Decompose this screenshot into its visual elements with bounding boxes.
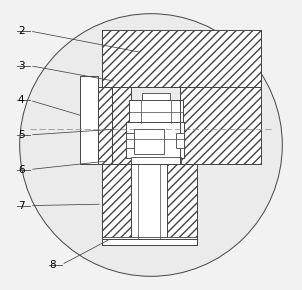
Bar: [98, 87, 114, 164]
Bar: [180, 87, 261, 164]
Bar: [127, 133, 134, 148]
Bar: [134, 129, 164, 154]
Bar: [131, 164, 167, 239]
Bar: [102, 237, 197, 244]
Bar: [80, 76, 98, 164]
Bar: [142, 93, 170, 100]
Text: 6: 6: [18, 164, 24, 175]
Text: 3: 3: [18, 61, 24, 71]
Bar: [102, 30, 261, 87]
Text: 4: 4: [18, 95, 24, 105]
Bar: [127, 122, 184, 158]
Bar: [102, 164, 131, 239]
Text: 5: 5: [18, 130, 24, 140]
Bar: [176, 133, 184, 148]
Bar: [131, 157, 181, 164]
Text: 8: 8: [50, 260, 56, 270]
Text: 2: 2: [18, 26, 24, 36]
Text: 7: 7: [18, 201, 24, 211]
Bar: [167, 164, 197, 239]
Bar: [112, 87, 131, 164]
Circle shape: [20, 14, 282, 276]
Bar: [129, 100, 183, 123]
